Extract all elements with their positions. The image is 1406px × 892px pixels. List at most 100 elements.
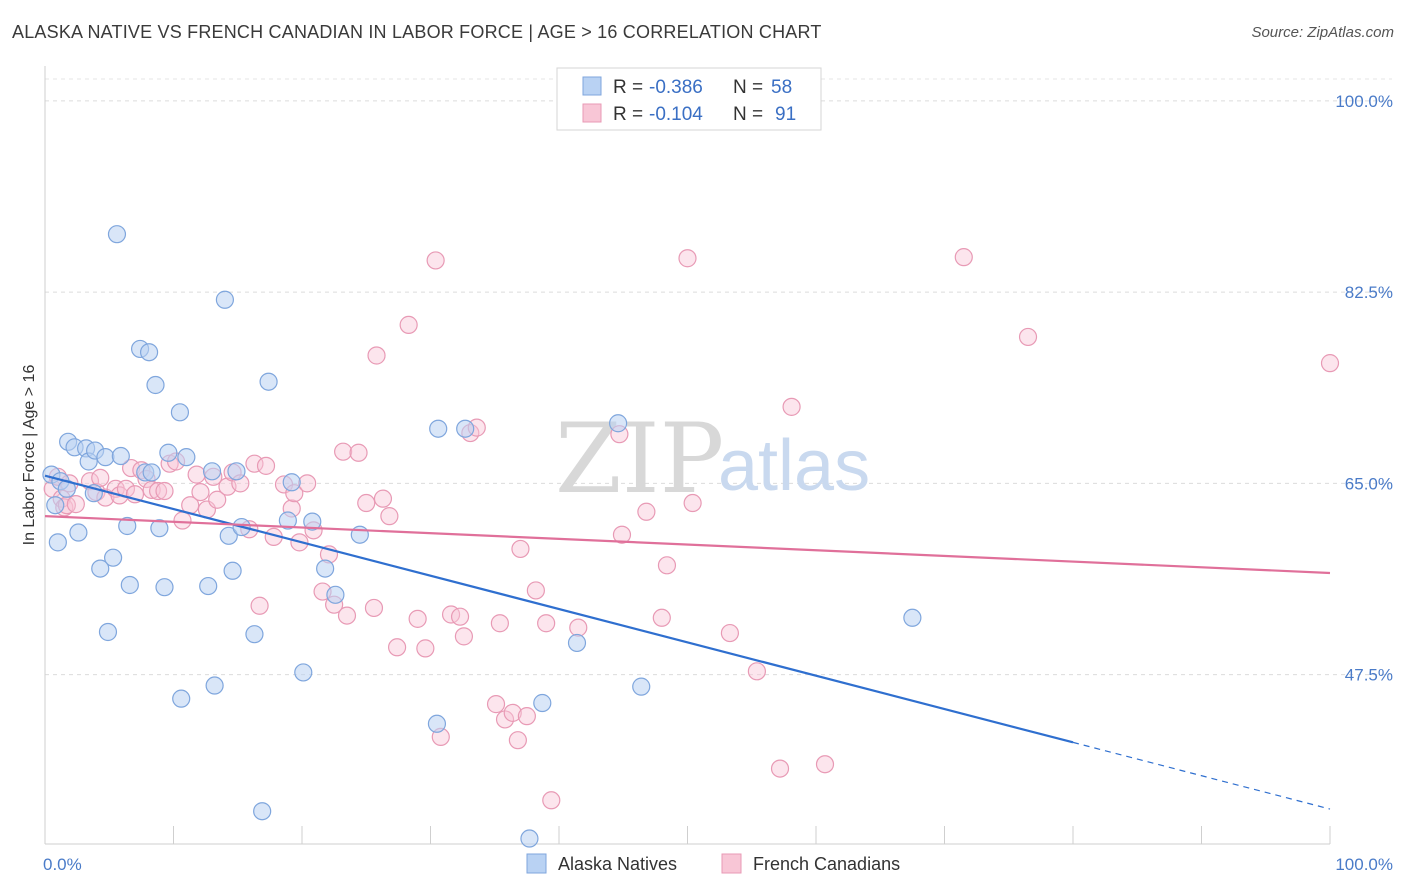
point-french-78 (612, 525, 632, 544)
point-alaska-26 (155, 578, 174, 597)
point-alaska-42 (278, 511, 297, 530)
point-alaska-32 (202, 462, 222, 481)
point-alaska-37 (227, 462, 246, 481)
series-swatch-french (721, 853, 742, 874)
point-french-67 (490, 614, 509, 633)
point-alaska-40 (253, 802, 272, 821)
point-french-72 (517, 707, 536, 726)
x-tick-label-1: 100.0% (1335, 855, 1393, 874)
point-alaska-49 (427, 714, 447, 733)
point-alaska-16 (107, 225, 127, 244)
y-tick-labels: 47.5% 65.0% 82.5% 100.0% (1335, 92, 1393, 685)
point-french-73 (526, 581, 545, 600)
point-alaska-45 (303, 512, 322, 531)
point-french-76 (569, 618, 588, 637)
watermark-zip: ZIP (555, 403, 724, 515)
point-alaska-50 (429, 419, 448, 438)
point-alaska-30 (177, 448, 196, 467)
point-alaska-23 (142, 463, 161, 482)
point-french-89 (954, 248, 973, 267)
point-alaska-17 (111, 446, 130, 466)
point-french-90 (1018, 327, 1038, 347)
point-french-53 (373, 489, 393, 508)
point-alaska-51 (456, 419, 475, 438)
point-alaska-13 (96, 448, 115, 467)
point-french-36 (256, 456, 276, 475)
point-french-57 (408, 609, 427, 628)
y-axis-label: In Labor Force | Age > 16 (21, 365, 38, 546)
point-alaska-52 (520, 829, 539, 848)
point-french-91 (1320, 354, 1340, 373)
trend-lines (44, 474, 1331, 810)
series-label-french: French Canadians (753, 854, 900, 874)
point-french-58 (416, 639, 435, 658)
point-french-9 (91, 468, 110, 487)
legend-n-label-0: N = (733, 77, 763, 98)
point-french-82 (678, 249, 697, 268)
gridlines (45, 78, 1392, 676)
point-alaska-36 (223, 561, 242, 580)
point-alaska-35 (219, 526, 238, 545)
point-alaska-39 (245, 625, 264, 644)
point-french-84 (720, 623, 740, 643)
point-french-55 (387, 638, 407, 657)
point-alaska-41 (259, 372, 278, 391)
series-legend: Alaska Natives French Canadians (526, 853, 900, 874)
legend-n-label-1: N = (733, 104, 763, 125)
legend-swatch-alaska (582, 76, 602, 96)
point-alaska-1 (46, 496, 65, 515)
x-tick-label-0: 0.0% (43, 855, 82, 874)
point-french-83 (683, 493, 702, 513)
point-french-26 (191, 483, 210, 502)
point-french-50 (357, 493, 376, 513)
point-french-71 (511, 539, 530, 559)
point-french-80 (652, 608, 671, 627)
point-alaska-33 (205, 676, 224, 695)
point-french-42 (298, 474, 317, 493)
point-french-56 (399, 315, 418, 334)
point-alaska-43 (282, 473, 301, 492)
point-french-54 (380, 507, 399, 526)
point-alaska-12 (91, 559, 110, 578)
legend-swatch-french (582, 103, 602, 123)
point-alaska-27 (159, 443, 178, 462)
point-french-52 (367, 346, 386, 365)
point-alaska-44 (294, 663, 313, 682)
point-alaska-55 (609, 414, 628, 433)
x-tick-labels: 0.0% 100.0% (43, 855, 1393, 874)
point-french-85 (747, 662, 766, 681)
trend-line-french (44, 515, 1331, 575)
point-french-19 (148, 481, 168, 501)
point-french-74 (537, 614, 556, 633)
point-alaska-14 (98, 622, 118, 642)
point-french-66 (486, 695, 506, 714)
legend-r-value-1: -0.104 (649, 104, 703, 125)
point-alaska-2 (48, 533, 67, 552)
trend-line-alaska-extension (1072, 741, 1331, 810)
point-alaska-15 (104, 548, 123, 567)
point-french-81 (657, 556, 677, 575)
point-french-47 (334, 442, 353, 461)
point-alaska-46 (316, 559, 335, 578)
y-tick-label-3: 100.0% (1335, 92, 1393, 111)
legend-r-value-0: -0.386 (649, 77, 703, 98)
correlation-legend: R = -0.386 N = 58 R = -0.104 N = 91 (556, 67, 822, 131)
point-french-25 (187, 465, 206, 484)
point-alaska-25 (150, 519, 169, 538)
watermark: ZIP atlas (555, 403, 870, 515)
point-french-6 (66, 495, 85, 514)
point-alaska-24 (146, 375, 165, 395)
point-alaska-19 (120, 575, 139, 595)
point-french-70 (508, 731, 527, 750)
point-alaska-47 (326, 585, 345, 604)
point-french-62 (450, 607, 470, 626)
point-french-75 (542, 791, 561, 810)
point-french-29 (208, 490, 227, 509)
chart-title: ALASKA NATIVE VS FRENCH CANADIAN IN LABO… (12, 22, 822, 42)
point-french-23 (173, 511, 192, 530)
point-alaska-56 (632, 677, 651, 696)
watermark-atlas: atlas (718, 426, 870, 506)
points-alaska-natives (42, 225, 922, 848)
point-french-51 (364, 598, 384, 618)
